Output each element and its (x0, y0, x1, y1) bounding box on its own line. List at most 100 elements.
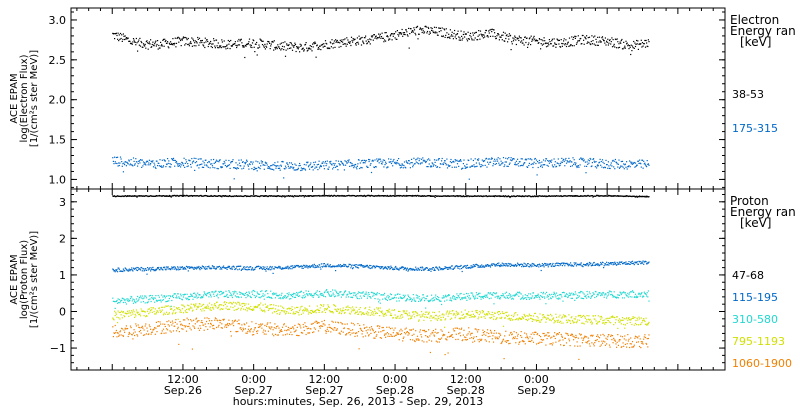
data-point (572, 294, 574, 296)
data-point (348, 41, 350, 43)
data-point (591, 264, 593, 267)
data-point (182, 296, 185, 298)
data-point (403, 32, 406, 34)
data-point (464, 297, 466, 299)
data-point (456, 293, 458, 295)
data-point (280, 298, 282, 300)
data-point (559, 263, 561, 265)
data-point (629, 45, 631, 47)
data-point (419, 27, 421, 29)
data-point (251, 163, 254, 165)
data-point (323, 43, 325, 45)
data-point (596, 296, 598, 298)
data-point (470, 265, 472, 267)
data-point (608, 42, 610, 44)
data-point (506, 264, 508, 266)
data-point (115, 301, 117, 303)
data-point (141, 159, 143, 161)
data-point (208, 291, 211, 294)
data-point (382, 266, 384, 268)
data-point (244, 268, 246, 270)
data-point (565, 293, 568, 295)
data-point (518, 165, 520, 167)
data-point (397, 33, 399, 36)
data-point (591, 263, 593, 265)
data-point (573, 294, 575, 296)
data-point (195, 161, 198, 163)
data-point (636, 43, 638, 45)
data-point (557, 298, 559, 300)
data-point (362, 159, 364, 161)
data-point (215, 39, 218, 41)
data-point (542, 291, 545, 293)
data-point (374, 159, 376, 161)
data-point (345, 264, 347, 266)
data-point (565, 157, 567, 160)
data-point (316, 290, 318, 292)
data-point (288, 44, 290, 46)
data-point (299, 162, 301, 165)
data-point (187, 37, 189, 40)
data-point (113, 319, 115, 321)
data-point (454, 296, 456, 298)
data-point (569, 160, 571, 162)
data-point (406, 34, 408, 36)
data-point (475, 297, 477, 299)
data-point (459, 37, 461, 39)
data-point (521, 158, 523, 160)
data-point (425, 26, 427, 28)
data-point (273, 169, 275, 171)
data-point (390, 162, 393, 165)
data-point (571, 292, 573, 294)
data-point (246, 294, 248, 296)
data-point (236, 168, 238, 170)
data-point (554, 42, 556, 44)
data-point (551, 265, 553, 268)
data-point (524, 162, 526, 164)
data-point (212, 166, 214, 169)
data-point (637, 296, 639, 298)
data-point (476, 165, 478, 167)
data-point (531, 262, 533, 265)
data-point (456, 159, 458, 161)
data-point (179, 297, 181, 299)
data-point (336, 165, 338, 167)
data-point (621, 261, 623, 263)
data-point (331, 39, 333, 41)
data-point (603, 265, 605, 267)
data-point (412, 31, 414, 33)
data-point (521, 266, 523, 268)
data-point (152, 166, 155, 168)
data-point (583, 293, 585, 295)
data-point (116, 269, 118, 271)
data-point (407, 162, 409, 164)
data-point (131, 195, 133, 197)
data-point (194, 292, 196, 294)
data-point (330, 160, 332, 162)
data-point (366, 297, 368, 299)
data-point (511, 297, 513, 299)
data-point (504, 161, 506, 163)
data-point (544, 262, 546, 265)
data-point (617, 263, 619, 265)
data-point (284, 196, 286, 198)
data-point (419, 28, 421, 30)
data-point (297, 167, 299, 169)
data-point (487, 158, 489, 160)
data-point (287, 295, 289, 298)
data-point (193, 292, 195, 294)
data-point (625, 166, 627, 168)
data-point (461, 270, 463, 273)
data-point (284, 267, 287, 269)
data-point (114, 301, 116, 303)
data-point (581, 159, 583, 161)
data-point (421, 195, 423, 197)
data-point (459, 265, 462, 267)
data-point (134, 300, 136, 302)
data-point (345, 45, 347, 47)
data-point (594, 264, 596, 266)
data-point (203, 42, 205, 44)
data-point (276, 48, 278, 50)
data-point (491, 293, 493, 295)
data-point (309, 164, 311, 166)
